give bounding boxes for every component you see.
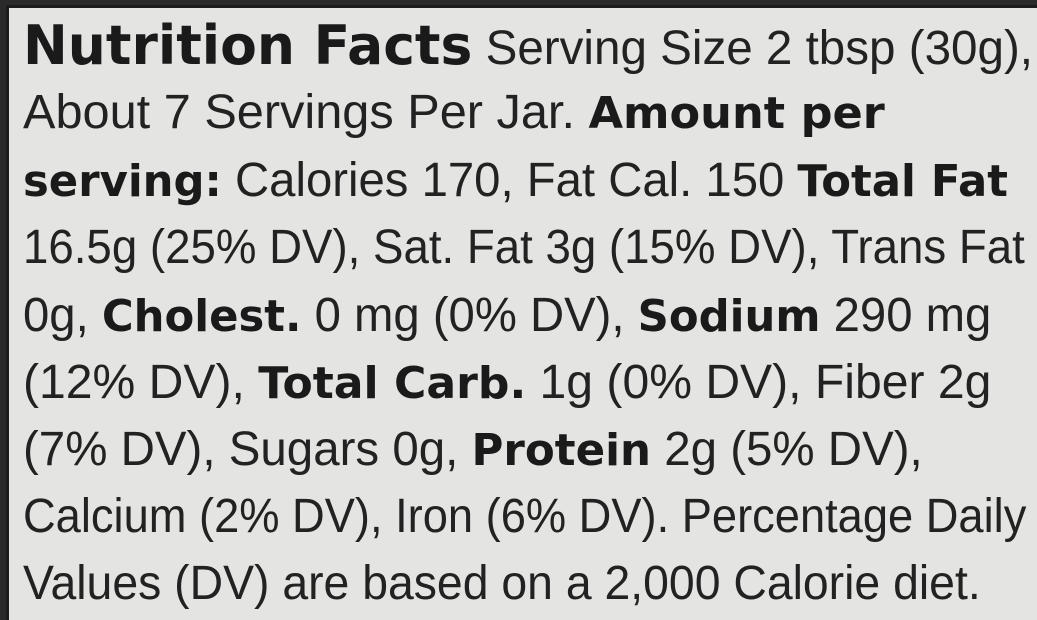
label-text: 0 mg (0% DV),	[301, 289, 638, 342]
label-text: Values (DV) are based on a 2,000 Calorie…	[23, 557, 981, 610]
label-text: 0g,	[23, 289, 102, 342]
nutrient-heading: Total Carb.	[258, 358, 527, 409]
label-text: 1g (0% DV), Fiber 2g	[526, 356, 992, 409]
nutrient-heading: Total Fat	[797, 156, 1008, 207]
label-text: Calories 170, Fat Cal. 150	[221, 154, 798, 207]
label-line: 0g, Cholest. 0 mg (0% DV), Sodium 290 mg	[23, 288, 991, 345]
label-text: (12% DV),	[23, 356, 259, 409]
label-line: serving: Calories 170, Fat Cal. 150 Tota…	[23, 153, 1008, 210]
label-text: (7% DV), Sugars 0g,	[23, 423, 472, 476]
label-text: Serving Size 2 tbsp (30g),	[472, 22, 1034, 75]
label-text: 16.5g (25% DV), Sat. Fat 3g (15% DV), Tr…	[23, 221, 1025, 274]
nutrient-heading: Amount per	[588, 88, 885, 139]
label-line: Calcium (2% DV), Iron (6% DV). Percentag…	[23, 489, 1026, 545]
label-text: 2g (5% DV),	[651, 423, 923, 476]
label-line: Values (DV) are based on a 2,000 Calorie…	[23, 556, 981, 612]
nutrient-heading: Cholest.	[101, 291, 302, 342]
label-line: (12% DV), Total Carb. 1g (0% DV), Fiber …	[23, 355, 991, 412]
label-line: Nutrition Facts Serving Size 2 tbsp (30g…	[23, 18, 1033, 77]
nutrition-facts-label: Nutrition Facts Serving Size 2 tbsp (30g…	[6, 5, 1037, 620]
label-line: 16.5g (25% DV), Sat. Fat 3g (15% DV), Tr…	[23, 220, 1025, 276]
label-title: Nutrition Facts	[23, 14, 473, 77]
label-line: (7% DV), Sugars 0g, Protein 2g (5% DV),	[23, 422, 923, 479]
label-line: About 7 Servings Per Jar. Amount per	[23, 85, 885, 142]
nutrient-heading: Sodium	[637, 291, 821, 342]
nutrient-heading: serving:	[23, 156, 222, 207]
label-text: Calcium (2% DV), Iron (6% DV). Percentag…	[23, 490, 1027, 543]
label-text: 290 mg	[820, 289, 992, 342]
label-text: About 7 Servings Per Jar.	[23, 86, 589, 139]
nutrient-heading: Protein	[471, 425, 652, 476]
